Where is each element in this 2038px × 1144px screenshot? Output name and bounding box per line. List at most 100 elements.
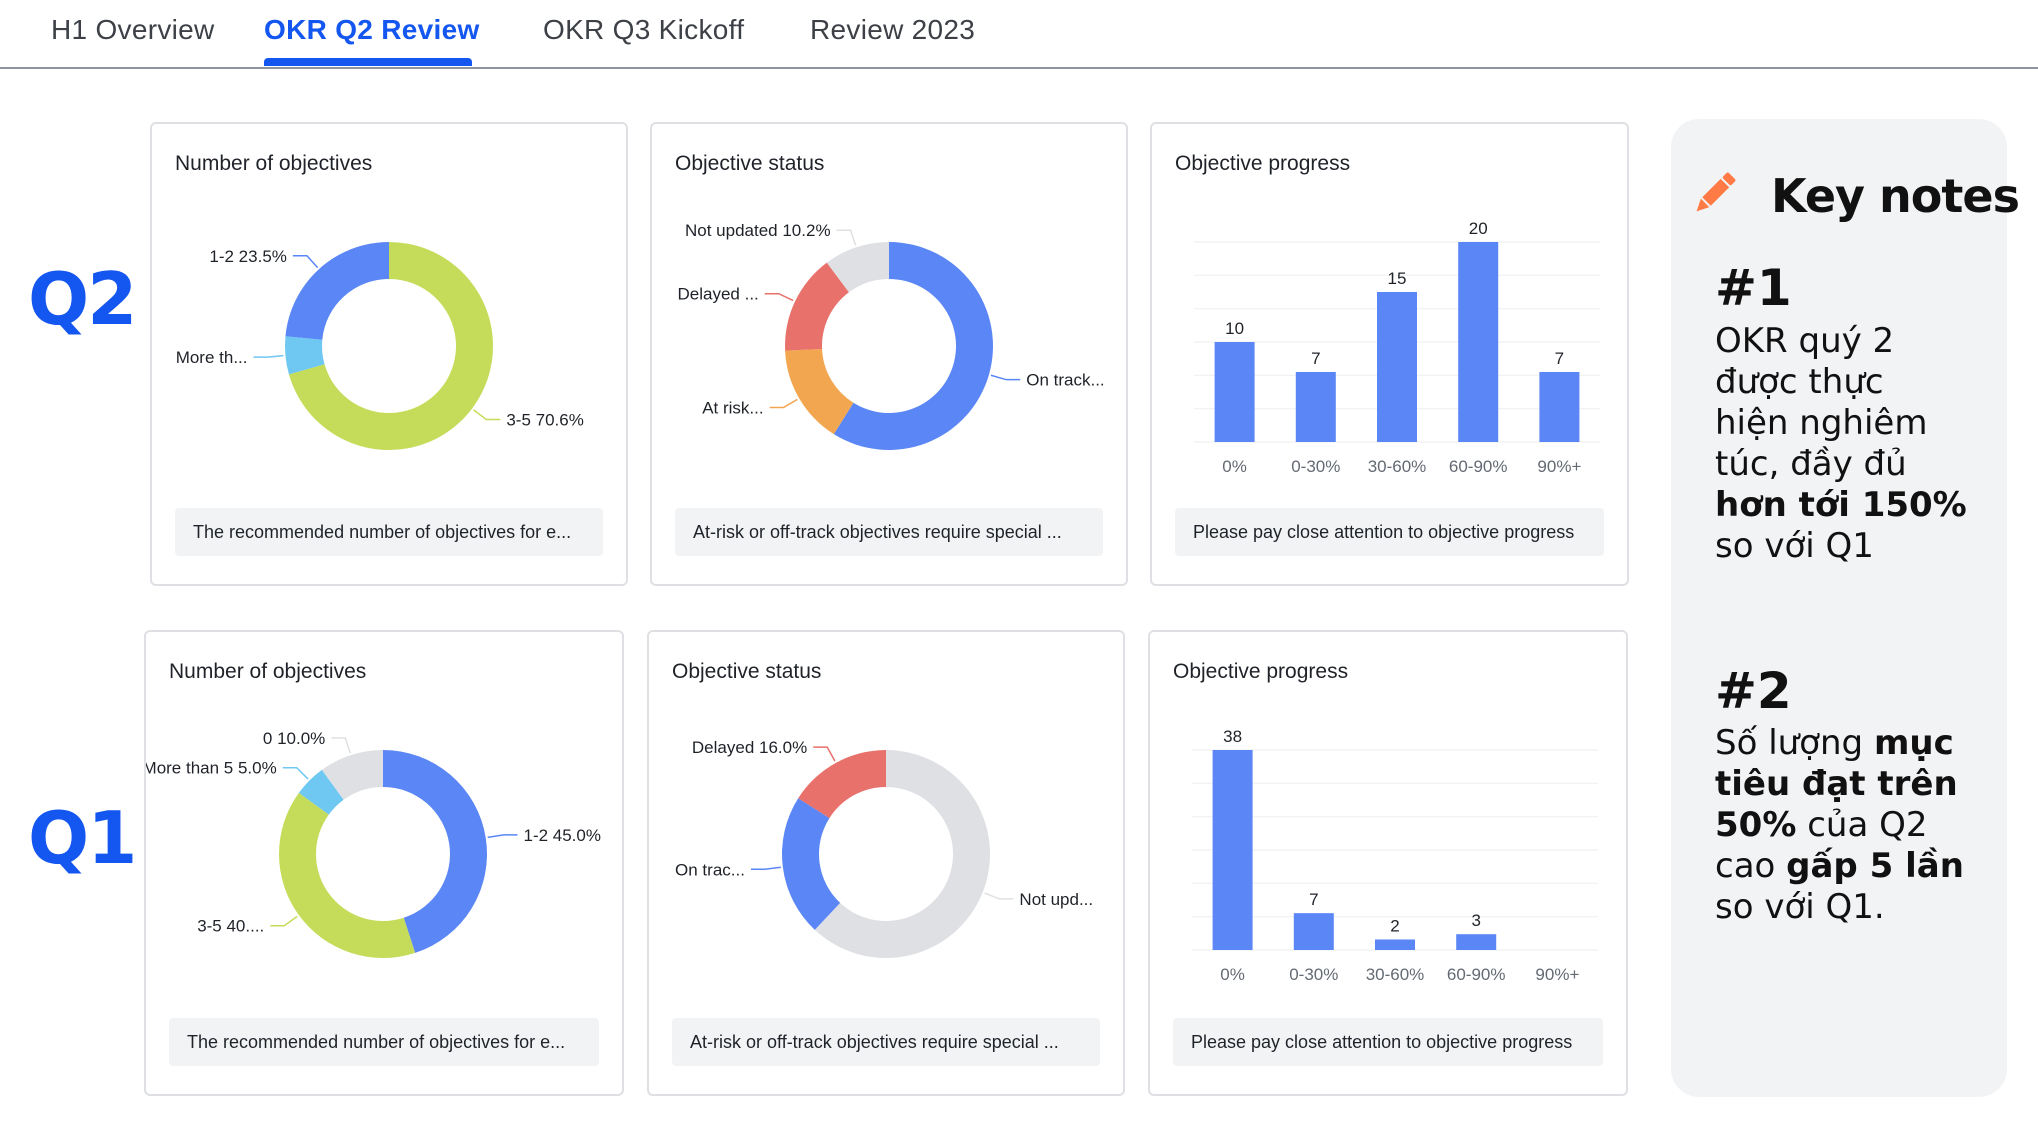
leader-line [270,915,298,927]
donut-slice[interactable] [785,348,854,435]
leader-line [769,398,798,409]
bar[interactable] [1456,934,1497,950]
donut-slice[interactable] [288,242,493,450]
slice-label: On trac... [675,860,745,879]
donut-slice[interactable] [826,242,889,293]
donut-slice[interactable] [814,750,990,958]
slice-label: 1-2 23.5% [209,247,286,266]
card-title: Objective progress [1173,660,1349,683]
q1-progress-bar-chart: 38 0% 7 0-30% 2 30-60% 3 60-90% 90%+ [1192,727,1598,984]
bar[interactable] [1377,292,1417,442]
bar[interactable] [1295,372,1336,442]
bar[interactable] [1214,342,1255,442]
note-highlight: gấp 5 lần [1786,846,1964,886]
note-line: túc, đầy đủ [1715,444,1907,484]
note-1-text: OKR quý 2 được thực hiện nghiêm túc, đầy… [1715,321,1995,567]
leader-line [282,766,309,780]
slice-label: 3-5 40.... [197,917,264,936]
leader-line [487,834,518,839]
slice-label: 0 10.0% [263,729,325,748]
tab-bar: H1 Overview OKR Q2 Review OKR Q3 Kickoff… [0,0,2038,69]
slice-label: Delayed ... [678,285,759,304]
bar[interactable] [1293,913,1334,950]
note-1-number: #1 [1715,259,1792,317]
bar-value-label: 3 [1471,911,1480,930]
note-highlight: tiêu đạt trên [1715,764,1958,804]
x-tick-label: 90%+ [1535,965,1579,984]
tab-h1-overview[interactable]: H1 Overview [51,14,215,45]
note-line: hiện nghiêm [1715,403,1928,443]
card-title: Objective status [672,660,822,683]
x-tick-label: 30-60% [1368,457,1427,476]
q2-status-donut-chart: On track... At risk... Delayed ... Not upda… [678,221,1105,451]
leader-line [473,409,501,421]
x-tick-label: 60-90% [1449,457,1508,476]
x-tick-label: 0% [1222,457,1247,476]
q2-status-card[interactable]: Objective status On track... At risk... De… [650,122,1128,586]
card-footer-note: The recommended number of objectives for… [175,508,603,556]
note-highlight: 50% [1715,805,1797,845]
note-2-text: Số lượng mục tiêu đạt trên 50% của Q2 ca… [1715,723,1995,928]
card-footer-note: The recommended number of objectives for… [169,1018,599,1066]
bar-value-label: 2 [1390,916,1399,935]
donut-slice[interactable] [798,750,886,819]
donut-slice[interactable] [383,750,488,953]
q2-row-label: Q2 [28,257,137,341]
bar[interactable] [1539,372,1580,442]
q1-objectives-donut-chart: 1-2 45.0% 3-5 40.... More than 5 5.0% 0 10.… [146,729,601,958]
bar[interactable] [1375,939,1415,950]
x-tick-label: 0% [1220,965,1245,984]
slice-label: Not upd... [1019,890,1093,909]
bar-value-label: 10 [1225,319,1244,338]
tab-okr-q2-review[interactable]: OKR Q2 Review [264,14,480,45]
slice-label: On track... [1026,371,1104,390]
card-footer-note: Please pay close attention to objective … [1173,1018,1603,1066]
card-footer-note: At-risk or off-track objectives require … [672,1018,1100,1066]
donut-slice[interactable] [833,242,994,451]
slice-label: 3-5 70.6% [506,411,584,430]
q2-objectives-card[interactable]: Number of objectives 3-5 70.6% More th...… [150,122,628,586]
x-tick-label: 30-60% [1366,965,1425,984]
leader-line [764,292,794,302]
note-2-number: #2 [1715,662,1792,720]
key-notes-panel: Key notes #1 OKR quý 2 được thực hiện ng… [1671,119,2020,1097]
note-line: so với Q1 [1715,526,1874,566]
leader-line [253,354,284,358]
donut-slice[interactable] [285,336,325,375]
bar-value-label: 7 [1309,890,1318,909]
donut-slice[interactable] [279,792,416,958]
tab-okr-q3-kickoff[interactable]: OKR Q3 Kickoff [543,14,745,45]
x-tick-label: 90%+ [1537,457,1581,476]
tab-review-2023[interactable]: Review 2023 [810,14,976,45]
leader-line [813,746,836,762]
slice-label: At risk... [702,398,763,417]
x-tick-label: 60-90% [1447,965,1506,984]
card-title: Objective status [675,152,825,175]
leader-line [331,737,351,754]
q1-progress-card[interactable]: Objective progress 38 0% 7 0-30% 2 30-60% 3 60-… [1148,630,1628,1096]
q1-status-donut-chart: Not upd... On trac... Delayed 16.0% [675,738,1093,958]
q2-progress-card[interactable]: Objective progress 10 0% 7 0-30% 15 30-60% 20 6… [1150,122,1629,586]
note-highlight: mục [1873,723,1954,763]
donut-slice[interactable] [782,798,841,930]
q1-objectives-card[interactable]: Number of objectives 1-2 45.0% 3-5 40....… [144,630,624,1096]
card-title: Objective progress [1175,152,1351,175]
bar[interactable] [1212,750,1253,950]
bar-value-label: 15 [1388,269,1407,288]
bar[interactable] [1458,242,1499,442]
x-tick-label: 0-30% [1291,457,1340,476]
bar-value-label: 20 [1469,219,1488,238]
q2-progress-bar-chart: 10 0% 7 0-30% 15 30-60% 20 60-90% 7 90%+ [1194,219,1600,476]
slice-label: More than 5 5.0% [146,759,277,778]
donut-slice[interactable] [785,262,849,351]
note-line: so với Q1. [1715,887,1885,927]
leader-line [292,255,319,269]
q1-status-card[interactable]: Objective status Not upd... On trac... Del… [647,630,1125,1096]
card-title: Number of objectives [175,152,373,175]
donut-slice[interactable] [298,769,344,815]
card-title: Number of objectives [169,660,367,683]
note-line: OKR quý 2 [1715,321,1895,361]
pencil-icon [1696,172,1736,212]
donut-slice[interactable] [321,750,383,800]
donut-slice[interactable] [285,242,389,340]
